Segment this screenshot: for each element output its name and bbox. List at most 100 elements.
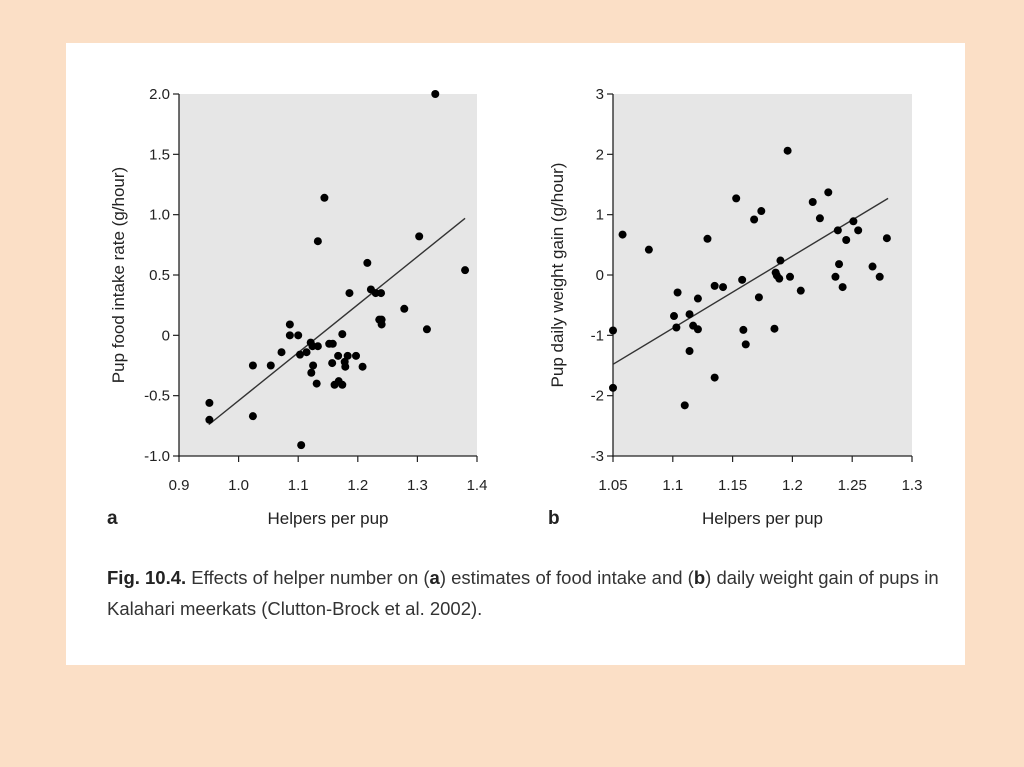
data-point xyxy=(338,380,347,389)
chart-b: 1.05 1.1 1.15 1.2 1.25 1.3 -3 -2 -1 0 1 2 3 Pup daily… xyxy=(548,86,922,529)
x-tick-label: 1.05 xyxy=(598,477,627,494)
data-point xyxy=(831,272,840,281)
data-point xyxy=(400,304,409,313)
x-tick-label: 1.3 xyxy=(902,477,923,494)
data-point xyxy=(738,275,747,284)
data-point xyxy=(835,260,844,269)
x-axis-label: Helpers per pup xyxy=(268,509,389,528)
panel-label: b xyxy=(548,508,560,529)
y-tick-label: 0 xyxy=(596,267,604,284)
data-point xyxy=(775,274,784,283)
data-point xyxy=(770,324,779,333)
data-point xyxy=(875,272,884,281)
y-tick-label: -3 xyxy=(591,448,604,465)
data-point xyxy=(842,236,851,245)
data-point xyxy=(796,286,805,295)
data-point xyxy=(838,283,847,292)
data-point xyxy=(377,289,386,298)
y-tick-label: 1.5 xyxy=(149,146,170,163)
data-point xyxy=(741,340,750,349)
data-point xyxy=(320,193,329,202)
data-point xyxy=(285,320,294,329)
y-tick-label: -2 xyxy=(591,388,604,405)
data-point xyxy=(352,351,361,360)
data-point xyxy=(377,320,386,329)
chart-a: 0.9 1.0 1.1 1.2 1.3 1.4 -1.0 -0.5 0 0.5 1.0 1.5 2.0 P… xyxy=(107,86,487,529)
x-tick-label: 0.9 xyxy=(169,477,190,494)
y-tick-label: 1 xyxy=(596,207,604,224)
data-point xyxy=(739,325,748,334)
data-point xyxy=(693,325,702,334)
data-point xyxy=(295,350,304,359)
data-point xyxy=(719,283,728,292)
regression-line xyxy=(208,217,466,426)
data-point xyxy=(680,401,689,410)
data-point xyxy=(882,234,891,243)
data-point xyxy=(669,312,678,321)
x-tick-label: 1.4 xyxy=(467,477,488,494)
caption-text: Effects of helper number on ( xyxy=(186,567,430,588)
y-axis-label: Pup daily weight gain (g/hour) xyxy=(548,163,567,388)
caption-text: ) estimates of food intake and ( xyxy=(439,567,694,588)
x-tick-label: 1.0 xyxy=(228,477,249,494)
data-point xyxy=(341,362,350,371)
x-tick-label: 1.25 xyxy=(838,477,867,494)
data-point xyxy=(710,281,719,290)
caption-fig-label: Fig. 10.4. xyxy=(107,567,187,588)
x-tick-label: 1.2 xyxy=(782,477,803,494)
data-point xyxy=(754,293,763,302)
data-point xyxy=(868,262,877,271)
data-point xyxy=(672,323,681,332)
y-tick-label: 2 xyxy=(596,146,604,163)
plot-area xyxy=(613,94,912,456)
data-point xyxy=(849,217,858,226)
data-point xyxy=(313,342,322,351)
data-point xyxy=(285,331,294,340)
x-tick-label: 1.1 xyxy=(288,477,309,494)
data-point xyxy=(710,373,719,382)
data-point xyxy=(685,347,694,356)
data-point xyxy=(363,258,372,267)
panel-label: a xyxy=(107,508,118,529)
data-point xyxy=(757,207,766,216)
data-point xyxy=(358,362,367,371)
x-tick-label: 1.1 xyxy=(662,477,683,494)
caption-bold-b: b xyxy=(693,567,706,588)
x-axis-label: Helpers per pup xyxy=(702,509,823,528)
y-tick-label: 0.5 xyxy=(149,267,170,284)
data-point xyxy=(422,325,431,334)
data-point xyxy=(312,379,321,388)
figure-caption: Fig. 10.4. Effects of helper number on (… xyxy=(107,562,947,624)
data-point xyxy=(307,368,316,377)
data-point xyxy=(703,234,712,243)
data-point xyxy=(783,146,792,155)
caption-text: ) daily weight gain of pups in Kalahari … xyxy=(107,567,939,619)
x-tick-label: 1.15 xyxy=(718,477,747,494)
data-point xyxy=(609,326,617,335)
data-point xyxy=(205,398,214,407)
data-point xyxy=(786,272,795,281)
data-point xyxy=(808,197,817,206)
y-tick-label: 0 xyxy=(162,327,170,344)
x-tick-label: 1.2 xyxy=(347,477,368,494)
data-point xyxy=(338,330,347,339)
data-point xyxy=(750,215,759,224)
data-point xyxy=(673,288,682,297)
data-point xyxy=(313,237,322,246)
data-point xyxy=(685,310,694,319)
x-tick-label: 1.3 xyxy=(407,477,428,494)
y-tick-label: -0.5 xyxy=(144,388,170,405)
data-point xyxy=(205,415,214,424)
data-point xyxy=(309,361,318,370)
data-point xyxy=(248,361,257,370)
y-tick-label: -1.0 xyxy=(144,448,170,465)
data-point xyxy=(431,90,440,98)
data-point xyxy=(461,266,470,275)
data-point xyxy=(618,230,627,239)
data-point xyxy=(328,359,337,368)
plot-area xyxy=(179,94,477,456)
data-point xyxy=(294,331,303,340)
data-point xyxy=(343,351,352,360)
y-axis-label: Pup food intake rate (g/hour) xyxy=(109,167,128,383)
